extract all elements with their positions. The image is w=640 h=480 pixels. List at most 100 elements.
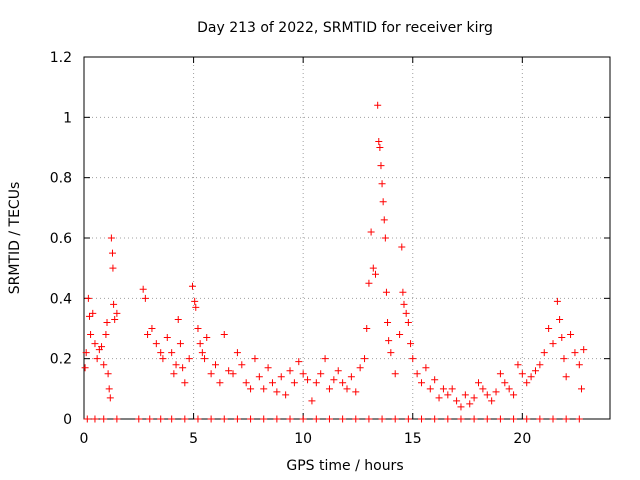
data-point <box>113 309 121 317</box>
plot-frame <box>83 56 611 420</box>
data-point <box>356 364 364 372</box>
data-point <box>201 355 209 363</box>
data-points <box>81 101 588 423</box>
data-point <box>89 309 97 317</box>
data-point <box>174 315 182 323</box>
data-point <box>194 415 202 423</box>
data-point <box>571 349 579 357</box>
data-point <box>536 361 544 369</box>
data-point <box>483 415 491 423</box>
data-point <box>365 415 373 423</box>
data-point <box>325 415 333 423</box>
data-point <box>404 318 412 326</box>
data-point <box>378 415 386 423</box>
data-point <box>325 385 333 393</box>
data-point <box>378 180 386 188</box>
data-point <box>431 376 439 384</box>
data-point <box>470 415 478 423</box>
x-tick-label: 5 <box>189 431 198 447</box>
data-point <box>371 270 379 278</box>
data-point <box>273 388 281 396</box>
data-point <box>290 379 298 387</box>
data-point <box>181 379 189 387</box>
y-tick-label: 0.8 <box>50 171 72 187</box>
data-point <box>139 285 147 293</box>
y-tick-label: 0 <box>63 412 72 428</box>
data-point <box>352 415 360 423</box>
data-point <box>398 243 406 251</box>
data-point <box>135 415 143 423</box>
data-point <box>339 415 347 423</box>
data-point <box>157 349 165 357</box>
data-point <box>409 355 417 363</box>
data-point <box>260 415 268 423</box>
data-point <box>102 331 110 339</box>
data-point <box>163 334 171 342</box>
data-point <box>488 397 496 405</box>
data-point <box>321 355 329 363</box>
data-point <box>402 309 410 317</box>
data-point <box>549 340 557 348</box>
data-point <box>111 315 119 323</box>
data-point <box>531 367 539 375</box>
data-point <box>404 415 412 423</box>
data-point <box>501 379 509 387</box>
data-point <box>562 415 570 423</box>
data-point <box>376 144 384 151</box>
data-point <box>527 373 535 381</box>
data-point <box>457 403 465 411</box>
data-point <box>247 385 255 393</box>
data-point <box>176 340 184 348</box>
data-point <box>312 415 320 423</box>
data-point <box>457 415 465 423</box>
data-point <box>453 397 461 405</box>
data-point <box>220 415 228 423</box>
data-point <box>168 415 176 423</box>
data-point <box>225 367 233 375</box>
x-tick-label: 0 <box>80 431 89 447</box>
data-point <box>109 264 117 272</box>
data-point <box>448 385 456 393</box>
data-point <box>339 379 347 387</box>
data-point <box>229 370 237 378</box>
data-point <box>144 331 152 339</box>
axis-ticks: 0 0.2 0.4 0.6 0.8 1 1.2 0 5 10 15 20 <box>50 50 610 447</box>
data-point <box>556 315 564 323</box>
data-point <box>108 249 116 257</box>
data-point <box>81 364 89 372</box>
data-point <box>185 355 193 363</box>
data-point <box>170 370 178 378</box>
data-point <box>282 391 290 399</box>
data-point <box>549 415 557 423</box>
data-point <box>299 370 307 378</box>
data-point <box>365 279 373 287</box>
data-point <box>277 373 285 381</box>
data-point <box>103 318 111 326</box>
data-point <box>431 415 439 423</box>
x-tick-label: 20 <box>513 431 531 447</box>
data-point <box>207 370 215 378</box>
data-point <box>444 391 452 399</box>
data-point <box>367 228 375 236</box>
data-point <box>91 340 99 348</box>
data-point <box>567 331 575 339</box>
data-point <box>194 325 202 332</box>
data-point <box>100 361 108 369</box>
data-point <box>396 331 404 339</box>
data-point <box>385 337 393 345</box>
y-axis-label: SRMTID / TECUs <box>7 182 23 295</box>
data-point <box>422 364 430 372</box>
data-point <box>196 340 204 348</box>
data-point <box>286 367 294 375</box>
data-point <box>536 415 544 423</box>
data-point <box>379 198 387 206</box>
data-point <box>203 334 211 342</box>
data-point <box>159 355 167 363</box>
data-point <box>141 294 149 302</box>
data-point <box>251 355 259 363</box>
data-point <box>179 364 187 372</box>
data-point <box>363 325 371 332</box>
y-tick-label: 1 <box>63 110 72 126</box>
grid-lines <box>84 57 610 419</box>
data-point <box>435 394 443 402</box>
